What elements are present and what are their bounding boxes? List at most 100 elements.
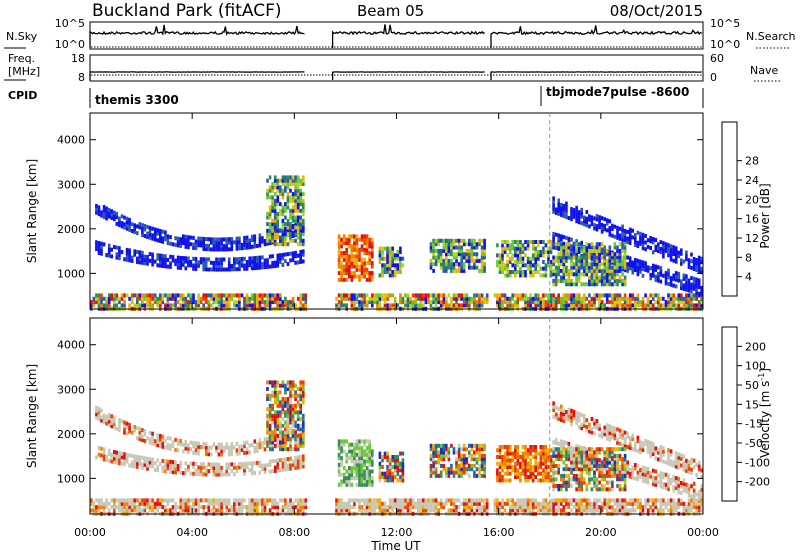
- range-gate-cell: [146, 255, 149, 259]
- range-gate-cell: [217, 300, 221, 305]
- range-gate-cell: [524, 471, 527, 476]
- range-gate-cell: [261, 501, 264, 506]
- range-gate-cell: [179, 470, 182, 475]
- range-gate-cell: [549, 505, 553, 510]
- range-gate-cell: [432, 300, 435, 305]
- range-gate-cell: [552, 463, 555, 468]
- range-gate-cell: [289, 208, 292, 213]
- range-gate-cell: [514, 461, 517, 466]
- range-gate-cell: [97, 300, 101, 305]
- freq-tick-bottom: 8: [78, 71, 85, 84]
- range-gate-cell: [542, 260, 545, 264]
- range-gate-cell: [133, 498, 136, 503]
- range-gate-cell: [276, 400, 280, 405]
- range-gate-cell: [184, 234, 188, 239]
- range-gate-cell: [557, 246, 560, 251]
- range-gate-cell: [514, 266, 517, 271]
- range-gate-cell: [125, 226, 129, 231]
- range-gate-cell: [235, 240, 239, 245]
- range-gate-cell: [210, 462, 213, 467]
- range-gate-cell: [266, 440, 269, 445]
- range-gate-cell: [358, 237, 361, 242]
- range-gate-cell: [141, 465, 144, 470]
- range-gate-cell: [506, 498, 509, 503]
- range-gate-cell: [350, 244, 354, 249]
- range-gate-cell: [174, 460, 177, 465]
- range-gate-cell: [230, 448, 234, 453]
- range-gate-cell: [279, 468, 282, 473]
- range-gate-cell: [501, 465, 504, 469]
- range-gate-cell: [258, 262, 262, 267]
- range-gate-cell: [465, 457, 469, 462]
- range-gate-cell: [514, 273, 517, 278]
- range-gate-cell: [304, 296, 308, 301]
- range-gate-cell: [641, 263, 645, 268]
- range-gate-cell: [248, 498, 251, 503]
- range-gate-cell: [266, 443, 269, 448]
- range-gate-cell: [465, 293, 469, 298]
- range-gate-cell: [516, 508, 520, 513]
- range-gate-cell: [608, 249, 612, 254]
- nsky-frame: [89, 21, 704, 50]
- range-gate-cell: [286, 232, 290, 237]
- range-gate-cell: [570, 217, 573, 222]
- range-gate-cell: [429, 293, 433, 298]
- range-gate-cell: [299, 461, 302, 466]
- range-gate-cell: [401, 478, 405, 483]
- range-gate-cell: [468, 242, 471, 247]
- range-gate-cell: [611, 252, 614, 257]
- range-gate-cell: [537, 253, 540, 258]
- range-gate-cell: [197, 508, 200, 513]
- range-gate-cell: [227, 448, 231, 453]
- range-gate-cell: [593, 278, 596, 283]
- range-gate-cell: [651, 270, 655, 275]
- range-gate-cell: [271, 498, 274, 503]
- range-gate-cell: [92, 296, 96, 301]
- range-gate-cell: [245, 505, 249, 510]
- range-gate-cell: [212, 505, 216, 510]
- range-gate-cell: [141, 438, 144, 443]
- range-gate-cell: [687, 288, 691, 293]
- range-gate-cell: [128, 501, 131, 506]
- range-gate-cell: [199, 472, 203, 477]
- range-gate-cell: [404, 505, 407, 510]
- range-gate-cell: [289, 501, 292, 506]
- range-gate-cell: [432, 457, 435, 462]
- range-gate-cell: [450, 463, 453, 468]
- range-gate-cell: [496, 303, 499, 308]
- range-gate-cell: [429, 463, 433, 468]
- range-gate-cell: [455, 252, 458, 257]
- range-gate-cell: [460, 255, 463, 260]
- range-gate-cell: [404, 303, 407, 308]
- range-gate-cell: [299, 188, 302, 193]
- range-gate-cell: [439, 501, 443, 506]
- range-gate-cell: [123, 293, 126, 298]
- range-gate-cell: [279, 413, 282, 418]
- range-gate-cell: [115, 296, 119, 301]
- range-gate-cell: [233, 303, 236, 308]
- range-gate-cell: [672, 248, 675, 253]
- range-gate-cell: [345, 293, 348, 298]
- range-gate-cell: [355, 482, 359, 487]
- range-gate-cell: [534, 501, 537, 506]
- range-gate-cell: [639, 241, 642, 246]
- range-gate-cell: [419, 293, 423, 298]
- range-gate-cell: [542, 478, 545, 483]
- range-gate-cell: [353, 469, 356, 474]
- range-gate-cell: [296, 225, 300, 230]
- range-gate-cell: [664, 274, 668, 279]
- range-gate-cell: [424, 300, 428, 305]
- range-gate-cell: [600, 226, 604, 231]
- range-gate-cell: [207, 300, 211, 305]
- range-gate-cell: [534, 461, 537, 466]
- range-gate-cell: [560, 414, 563, 419]
- range-gate-cell: [294, 403, 297, 408]
- range-gate-cell: [128, 227, 131, 232]
- range-gate-cell: [284, 423, 287, 428]
- range-gate-cell: [429, 508, 433, 513]
- range-gate-cell: [598, 256, 601, 261]
- range-gate-cell: [381, 508, 384, 513]
- range-gate-cell: [136, 464, 139, 469]
- range-gate-cell: [434, 498, 438, 503]
- range-gate-cell: [166, 234, 170, 239]
